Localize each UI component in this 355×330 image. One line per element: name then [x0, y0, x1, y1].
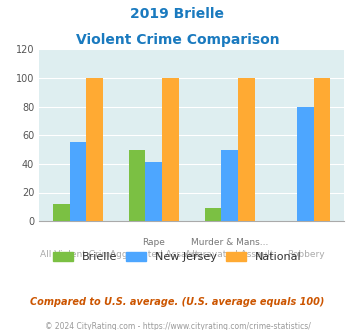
- Text: Aggravated Assault: Aggravated Assault: [110, 250, 198, 259]
- Bar: [162, 78, 179, 221]
- Bar: [86, 78, 103, 221]
- Text: Robbery: Robbery: [286, 250, 324, 259]
- Bar: [238, 78, 255, 221]
- Text: Murder & Mans...: Murder & Mans...: [191, 238, 268, 247]
- Bar: [70, 143, 86, 221]
- Bar: [129, 149, 146, 221]
- Text: Compared to U.S. average. (U.S. average equals 100): Compared to U.S. average. (U.S. average …: [30, 297, 325, 307]
- Text: © 2024 CityRating.com - https://www.cityrating.com/crime-statistics/: © 2024 CityRating.com - https://www.city…: [45, 322, 310, 330]
- Legend: Brielle, New Jersey, National: Brielle, New Jersey, National: [49, 248, 306, 267]
- Text: All Violent Crime: All Violent Crime: [40, 250, 116, 259]
- Text: Rape: Rape: [142, 238, 165, 247]
- Bar: [204, 208, 221, 221]
- Bar: [221, 149, 238, 221]
- Bar: [146, 162, 162, 221]
- Bar: [297, 107, 314, 221]
- Text: Violent Crime Comparison: Violent Crime Comparison: [76, 33, 279, 47]
- Bar: [53, 204, 70, 221]
- Bar: [314, 78, 331, 221]
- Text: 2019 Brielle: 2019 Brielle: [131, 7, 224, 20]
- Text: Aggravated Assault: Aggravated Assault: [185, 250, 274, 259]
